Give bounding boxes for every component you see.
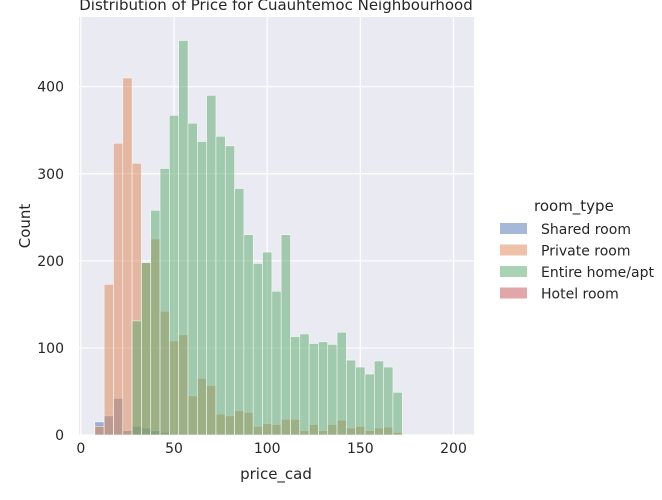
legend: room_type Shared room Private room Entire … <box>500 197 654 303</box>
histogram-bar <box>197 141 207 436</box>
legend-title: room_type <box>534 197 614 216</box>
histogram-bar <box>280 234 291 436</box>
histogram-bar <box>187 122 198 436</box>
y-tick-label: 400 <box>37 80 64 96</box>
histogram-bar <box>234 188 245 436</box>
y-tick-label: 100 <box>37 341 64 357</box>
legend-swatch <box>500 244 527 256</box>
legend-swatch <box>500 223 527 234</box>
histogram-bar <box>103 284 114 436</box>
x-tick-labels: 0 50 100 150 200 <box>76 441 466 457</box>
x-axis-label: price_cad <box>240 465 312 484</box>
legend-entry: Hotel room <box>541 287 619 303</box>
histogram-bar <box>113 142 124 436</box>
legend-swatch <box>500 266 527 277</box>
histogram-bar <box>346 359 356 436</box>
legend-entry: Private room <box>541 244 630 260</box>
histogram-bar <box>169 115 179 436</box>
histogram-bar <box>262 251 273 436</box>
histogram-bar <box>290 336 301 436</box>
histogram-bar <box>178 40 189 436</box>
histogram-bar <box>383 366 394 436</box>
legend-entry: Entire home/apt <box>541 265 654 281</box>
histogram-bar <box>327 344 338 436</box>
histogram-bar <box>243 234 254 436</box>
bars <box>94 40 403 436</box>
y-tick-label: 300 <box>37 167 64 183</box>
histogram-bar <box>224 145 235 436</box>
histogram-bar <box>252 263 263 436</box>
histogram-bar <box>271 291 282 436</box>
x-tick-label: 150 <box>347 441 374 457</box>
histogram-bar <box>308 343 319 436</box>
histogram-bar <box>299 333 310 436</box>
histogram-bar <box>364 373 375 436</box>
histogram-bar <box>206 95 217 436</box>
histogram-bar <box>355 366 366 436</box>
histogram-bar <box>159 168 170 436</box>
y-tick-label: 0 <box>55 428 64 444</box>
y-axis-label: Count <box>16 204 34 249</box>
histogram-bar <box>122 77 133 436</box>
legend-swatch <box>500 287 527 299</box>
histogram-bar <box>336 331 347 436</box>
series-2 <box>131 40 403 436</box>
x-tick-label: 50 <box>165 441 183 457</box>
histogram-bar <box>392 392 403 436</box>
histogram-bar <box>141 262 152 436</box>
histogram-bar <box>150 210 161 436</box>
x-tick-label: 0 <box>76 441 85 457</box>
histogram-bar <box>215 136 226 436</box>
histogram-bar <box>374 360 384 436</box>
x-tick-label: 200 <box>440 441 467 457</box>
y-tick-labels: 0 100 200 300 400 <box>37 80 64 444</box>
histogram-bar <box>318 341 329 436</box>
chart-title: Distribution of Price for Cuauhtemoc Nei… <box>79 0 473 14</box>
histogram-bar <box>94 425 105 436</box>
y-tick-label: 200 <box>37 254 64 270</box>
histogram-bar <box>131 320 142 436</box>
legend-entry: Shared room <box>541 222 631 238</box>
x-tick-label: 100 <box>254 441 281 457</box>
